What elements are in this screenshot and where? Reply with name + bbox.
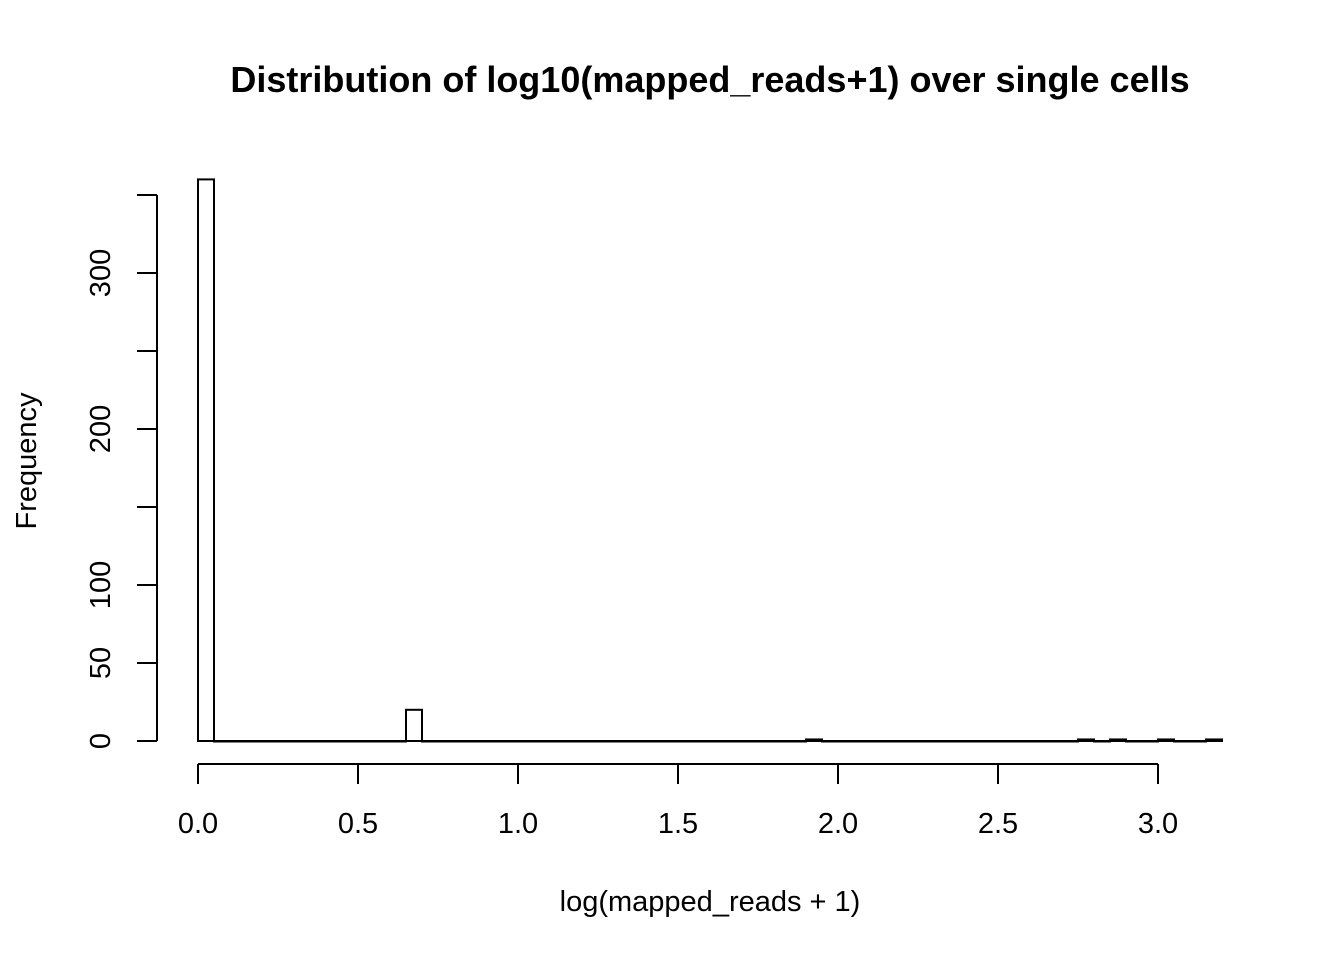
histogram-bar-empty: [1141, 740, 1159, 743]
histogram-bar-empty: [341, 740, 359, 743]
histogram-bar: [1157, 738, 1175, 743]
histogram-bar: [197, 178, 215, 742]
histogram-bar-empty: [373, 740, 391, 743]
histogram-bars: [197, 178, 1223, 743]
histogram-bar-empty: [469, 740, 487, 743]
histogram-bar-empty: [1013, 740, 1031, 743]
histogram-bar-empty: [885, 740, 903, 743]
histogram-bar-empty: [293, 740, 311, 743]
y-tick-label: 100: [85, 561, 117, 609]
histogram-bar-empty: [709, 740, 727, 743]
histogram-bar-empty: [453, 740, 471, 743]
histogram-bar-empty: [997, 740, 1015, 743]
histogram-bar-empty: [837, 740, 855, 743]
histogram-bar-empty: [421, 740, 439, 743]
histogram-bar-empty: [965, 740, 983, 743]
histogram-bar-empty: [853, 740, 871, 743]
x-tick-label: 0.0: [178, 808, 218, 840]
histogram-bar-empty: [533, 740, 551, 743]
x-axis: 0.0 0.5 1.0 1.5 2.0 2.5 3.0: [178, 763, 1178, 840]
histogram-bar-empty: [981, 740, 999, 743]
histogram-bar: [1077, 738, 1095, 743]
histogram-bar-empty: [549, 740, 567, 743]
histogram-bar-empty: [677, 740, 695, 743]
x-tick-label: 0.5: [338, 808, 378, 840]
histogram-bar-empty: [517, 740, 535, 743]
histogram-bar-empty: [789, 740, 807, 743]
histogram-bar-empty: [869, 740, 887, 743]
histogram-bar-empty: [597, 740, 615, 743]
histogram-bar-empty: [933, 740, 951, 743]
y-axis-label: Frequency: [11, 392, 43, 530]
histogram-bar-empty: [389, 740, 407, 743]
histogram-bar-empty: [741, 740, 759, 743]
histogram-bar-empty: [693, 740, 711, 743]
histogram-bar-empty: [261, 740, 279, 743]
histogram-bar-empty: [661, 740, 679, 743]
histogram-bar-empty: [613, 740, 631, 743]
histogram-bar-empty: [581, 740, 599, 743]
histogram-bar-empty: [565, 740, 583, 743]
histogram-bar-empty: [901, 740, 919, 743]
x-tick-label: 3.0: [1138, 808, 1178, 840]
x-tick-label: 2.0: [818, 808, 858, 840]
x-tick-label: 1.0: [498, 808, 538, 840]
y-tick-label: 300: [85, 249, 117, 297]
histogram-bar-empty: [229, 740, 247, 743]
histogram-bar: [805, 738, 823, 743]
histogram-bar-empty: [949, 740, 967, 743]
histogram-bar-empty: [213, 740, 231, 743]
chart-title: Distribution of log10(mapped_reads+1) ov…: [230, 59, 1189, 100]
histogram-bar-empty: [773, 740, 791, 743]
histogram-bar-empty: [1189, 740, 1207, 743]
histogram-bar-empty: [1029, 740, 1047, 743]
histogram-bar-empty: [1173, 740, 1191, 743]
histogram-bar: [405, 708, 423, 742]
x-tick-label: 2.5: [978, 808, 1018, 840]
histogram-bar-empty: [485, 740, 503, 743]
histogram-bar-empty: [645, 740, 663, 743]
x-axis-label: log(mapped_reads + 1): [560, 886, 861, 918]
y-axis: 0 50 100 200 300: [85, 194, 158, 749]
histogram-bar-empty: [725, 740, 743, 743]
histogram-bar-empty: [757, 740, 775, 743]
histogram-bar-empty: [1061, 740, 1079, 743]
histogram-bar-empty: [277, 740, 295, 743]
histogram-bar-empty: [357, 740, 375, 743]
histogram-bar-empty: [629, 740, 647, 743]
histogram-bar-empty: [1093, 740, 1111, 743]
histogram-bar-empty: [309, 740, 327, 743]
histogram-bar: [1109, 738, 1127, 743]
histogram-bar-empty: [325, 740, 343, 743]
histogram-bar-empty: [1045, 740, 1063, 743]
histogram-bar-empty: [821, 740, 839, 743]
x-tick-label: 1.5: [658, 808, 698, 840]
histogram-bar: [1205, 738, 1223, 743]
histogram-bar-empty: [1125, 740, 1143, 743]
histogram-bar-empty: [245, 740, 263, 743]
histogram-bar-empty: [501, 740, 519, 743]
y-tick-label: 200: [85, 405, 117, 453]
y-tick-label: 0: [85, 733, 117, 749]
y-tick-label: 50: [85, 647, 117, 679]
histogram-bar-empty: [917, 740, 935, 743]
histogram-bar-empty: [437, 740, 455, 743]
